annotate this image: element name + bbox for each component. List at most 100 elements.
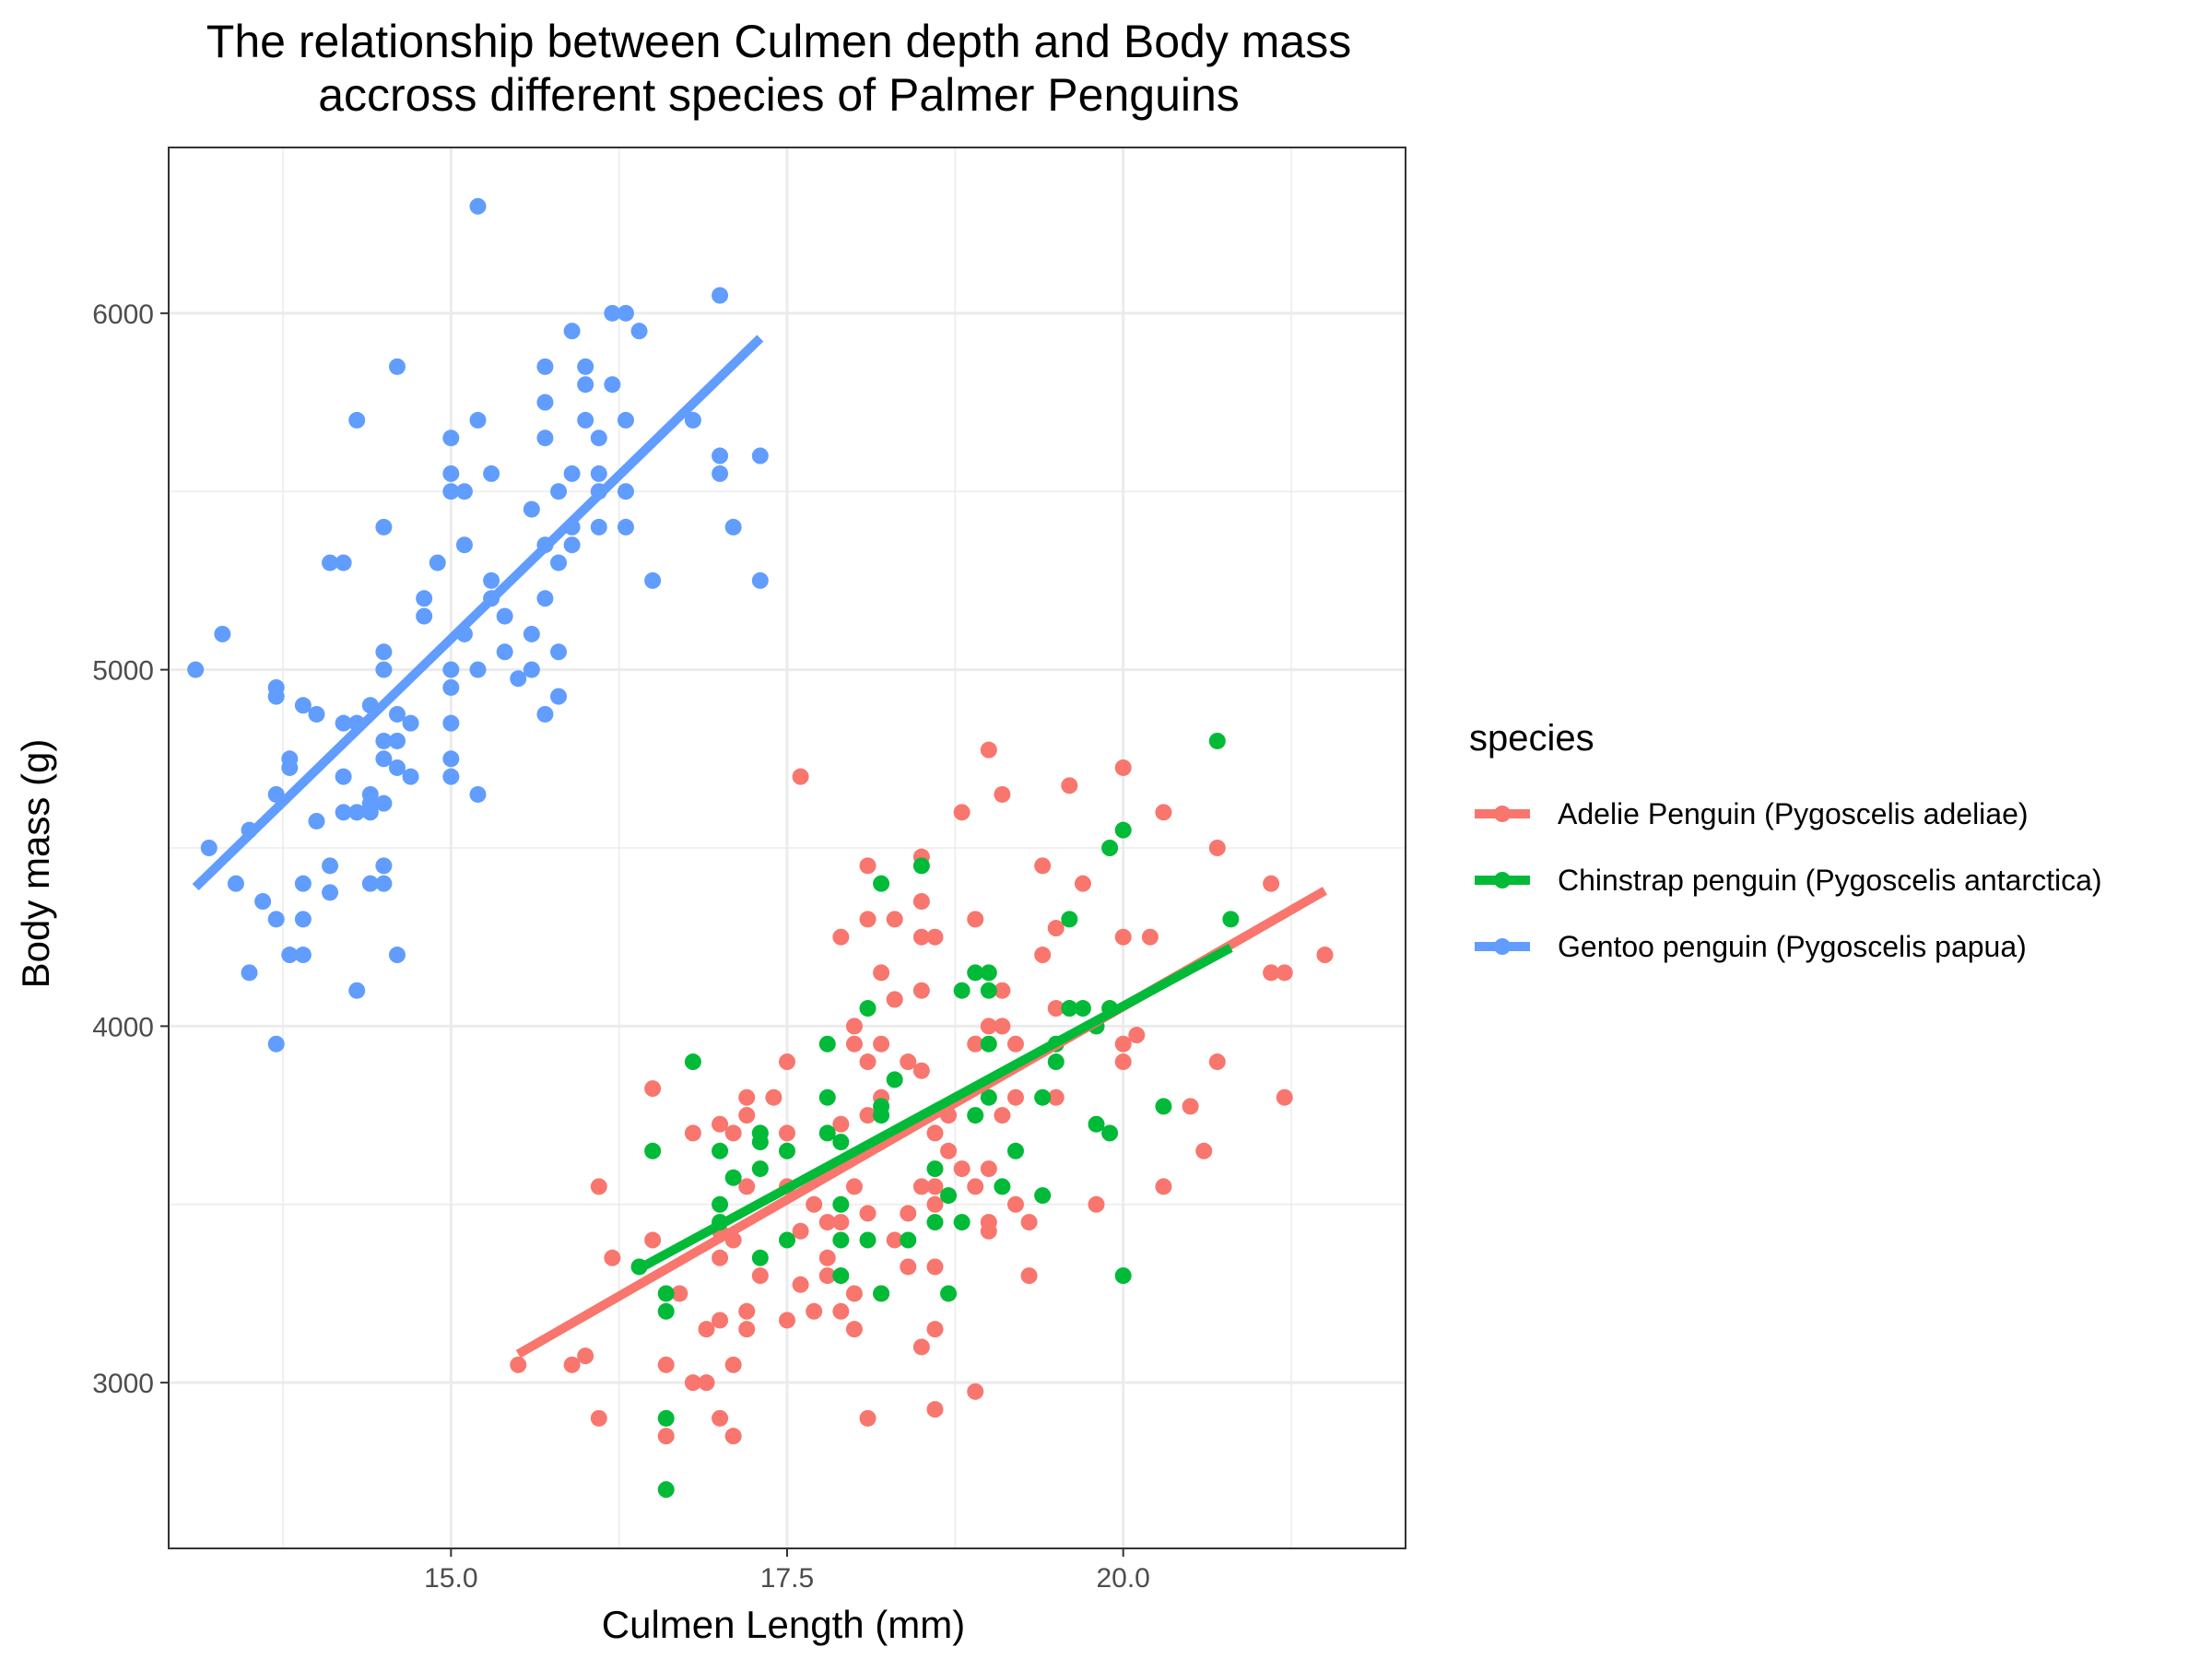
data-point [375, 794, 393, 812]
data-point [724, 1169, 742, 1186]
data-point [684, 1053, 701, 1071]
data-point [1155, 1098, 1172, 1115]
data-point [832, 1115, 850, 1133]
data-point [940, 1187, 958, 1205]
data-point [550, 554, 568, 571]
data-point [510, 1356, 527, 1373]
data-point [1061, 911, 1078, 928]
data-point [335, 554, 352, 571]
data-point [926, 1195, 944, 1213]
data-point [953, 982, 971, 999]
data-point [1114, 1035, 1132, 1053]
data-point [832, 1231, 850, 1249]
data-point [1101, 1124, 1119, 1142]
data-point [779, 1124, 795, 1142]
chart-title-line-1: The relationship between Culmen depth an… [206, 16, 1351, 67]
data-point [779, 1231, 795, 1249]
data-point [1155, 1178, 1172, 1195]
data-point [375, 875, 393, 892]
data-point [308, 812, 325, 830]
legend-key-point [1494, 806, 1511, 822]
data-point [442, 678, 460, 696]
data-point [200, 840, 218, 856]
data-point [1208, 840, 1226, 856]
data-point [254, 893, 272, 911]
data-point [281, 759, 299, 776]
data-point [644, 571, 662, 589]
data-point [845, 1178, 863, 1195]
data-point [187, 661, 205, 678]
data-point [953, 804, 971, 821]
data-point [751, 1249, 769, 1266]
data-point [792, 768, 809, 785]
data-point [590, 518, 607, 535]
data-point [590, 1178, 607, 1195]
data-point [644, 1080, 662, 1098]
data-point [644, 1142, 662, 1159]
data-point [886, 991, 903, 1008]
data-point [684, 411, 701, 429]
data-point [388, 358, 406, 375]
data-point [455, 483, 473, 500]
data-point [267, 688, 285, 705]
data-point [818, 1267, 836, 1285]
data-point [1074, 1000, 1091, 1018]
data-point [1276, 1088, 1293, 1106]
data-point [604, 1249, 621, 1266]
data-point [469, 785, 487, 803]
data-point [563, 536, 581, 554]
data-point [1114, 821, 1132, 839]
chart-title-line-2: accross different species of Palmer Peng… [318, 69, 1240, 121]
data-point [563, 1356, 581, 1373]
legend-key-point [1494, 938, 1511, 955]
legend: species Adelie Penguin (Pygoscelis adeli… [1469, 718, 2102, 963]
data-point [1047, 1088, 1065, 1106]
data-point [523, 500, 540, 518]
data-point [832, 1302, 850, 1320]
x-tick-label: 20.0 [1096, 1563, 1149, 1594]
data-point [294, 875, 312, 892]
data-point [388, 732, 406, 749]
data-point [1208, 1053, 1226, 1071]
series-0-points [510, 741, 1334, 1445]
data-point [751, 571, 769, 589]
data-point [1263, 964, 1280, 982]
data-point [536, 590, 554, 607]
data-point [510, 670, 527, 688]
data-point [1061, 777, 1078, 794]
series-1-points [630, 732, 1240, 1499]
data-point [873, 964, 890, 982]
data-point [469, 661, 487, 678]
data-point [483, 465, 500, 482]
data-point [267, 1035, 285, 1053]
data-point [912, 1338, 930, 1356]
data-point [590, 465, 607, 482]
x-tick-label: 15.0 [424, 1563, 477, 1594]
data-point [724, 1356, 742, 1373]
data-point [294, 697, 312, 714]
data-point [967, 1107, 984, 1124]
data-point [953, 1160, 971, 1178]
data-point [1006, 1088, 1024, 1106]
y-tick-label: 3000 [92, 1369, 154, 1399]
data-point [375, 732, 393, 749]
data-point [724, 518, 742, 535]
data-point [886, 911, 903, 928]
data-point [751, 447, 769, 465]
data-point [1020, 1267, 1038, 1285]
data-point [712, 1115, 729, 1133]
data-point [940, 1142, 958, 1159]
data-point [469, 411, 487, 429]
data-point [873, 875, 890, 892]
data-point [926, 1321, 944, 1338]
data-point [294, 947, 312, 964]
data-point [671, 1285, 688, 1302]
data-point [712, 1142, 729, 1159]
data-point [926, 1124, 944, 1142]
data-point [967, 911, 984, 928]
data-point [604, 376, 621, 394]
data-point [967, 1178, 984, 1195]
data-point [980, 1018, 997, 1035]
data-point [738, 1107, 756, 1124]
data-point [738, 1302, 756, 1320]
